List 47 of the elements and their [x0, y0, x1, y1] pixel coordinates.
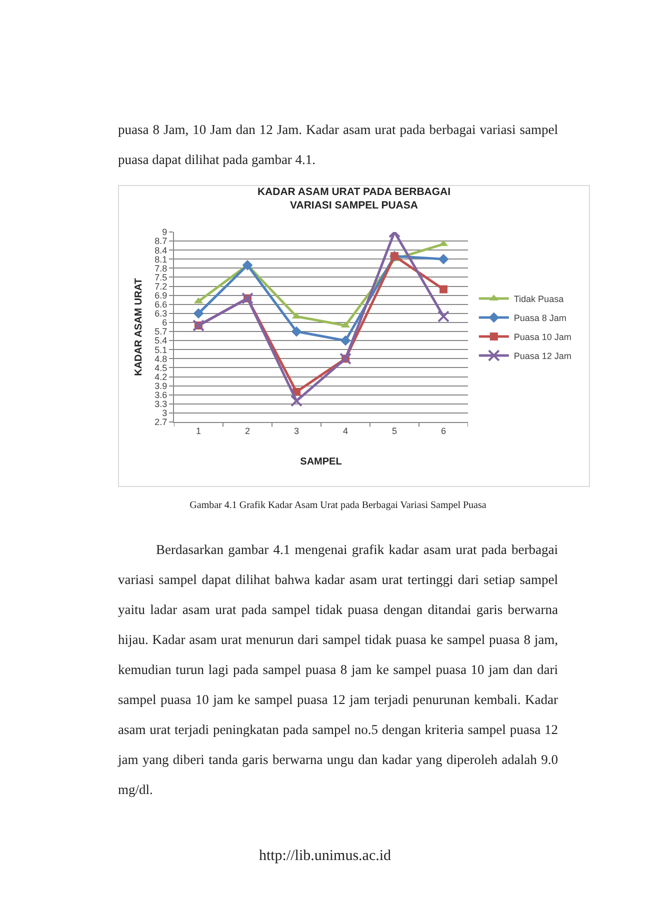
text: puasa 8 Jam, 10 Jam dan 12 Jam. Kadar asam urat pada berbagai variasi sampel puasa dapat dilihat pada gambar 4.1.	[118, 121, 558, 169]
point	[440, 285, 448, 294]
legend-label: Puasa 12 Jam	[514, 351, 572, 362]
point	[193, 308, 204, 319]
y-tick-label: 5.7	[154, 326, 168, 337]
y-tick-label: 8.4	[154, 245, 168, 256]
y-tick-label: 3.9	[154, 380, 168, 391]
y-tick-label: 6.6	[154, 300, 168, 310]
y-tick-label: 7.2	[154, 281, 168, 292]
chart-title: KADAR ASAM URAT PADA BERBAGAI VARIASI SAMPEL PUASA	[257, 186, 451, 212]
point	[340, 335, 351, 346]
point	[438, 310, 450, 322]
y-axis-title: KADAR ASAM URAT	[134, 278, 145, 376]
text: Berdasarkan gambar 4.1 mengenai grafik kadar asam urat pada berbagai variasi sampel dapat dilihat bahwa kadar asam urat tertinggi dari setiap sampel yaitu ladar asam urat pada sampel tidak puasa dengan ditandai garis berwarna hijau. Kadar asam urat menurun dari sampel tidak puasa ke sampel puasa 8 jam, kemudian turun lagi pada sampel puasa 8 jam ke sampel puasa 10 jam dan dari sampel puasa 10 jam ke sampel puasa 12 jam terjadi penurunan kembali. Kadar asam urat terjadi peningkatan pada sampel no.5 dengan kriteria sampel puasa 12 jam yang diberi tanda garis berwarna ungu dan kadar yang diperoleh adalah 9.0 mg/dl.	[118, 542, 558, 797]
y-tick-label: 4.8	[154, 354, 168, 364]
x-axis-title: SAMPEL	[300, 456, 342, 468]
y-tick-label: 6	[162, 318, 168, 328]
y-tick-label: 2.7	[154, 417, 168, 428]
text: http://lib.unimus.ac.id	[258, 848, 392, 865]
x-tick-label: 6	[440, 426, 446, 436]
y-tick-label: 7.8	[154, 263, 168, 274]
text: Gambar 4.1 Grafik Kadar Asam Urat pada Berbagai Variasi Sampel Puasa	[188, 500, 488, 511]
y-tick-label: 3.3	[154, 399, 168, 410]
y-tick-label: 5.4	[154, 336, 168, 346]
y-tick-label: 8.7	[154, 236, 168, 246]
x-tick-label: 1	[196, 426, 202, 436]
legend-label: Puasa 10 Jam	[514, 332, 572, 342]
y-tick-label: 9	[162, 227, 168, 238]
y-tick-label: 4.5	[154, 362, 168, 373]
y-tick-label: 6.9	[154, 290, 168, 300]
legend-label: Tidak Puasa	[514, 294, 564, 304]
legend-label: Puasa 8 Jam	[514, 313, 566, 324]
y-tick-label: 4.2	[154, 372, 168, 382]
y-tick-label: 7.5	[154, 272, 168, 282]
y-tick-label: 5.1	[154, 344, 168, 355]
x-tick-label: 4	[342, 426, 348, 436]
x-tick-label: 2	[244, 426, 250, 436]
y-tick-label: 3	[162, 408, 168, 418]
point	[290, 394, 302, 407]
x-tick-label: 5	[392, 426, 398, 436]
y-tick-label: 3.6	[154, 390, 168, 400]
point	[291, 326, 302, 337]
x-tick-label: 3	[294, 426, 300, 436]
point	[242, 260, 253, 270]
y-tick-label: 8.1	[154, 254, 168, 264]
y-tick-label: 6.3	[154, 308, 168, 319]
point	[438, 254, 449, 264]
